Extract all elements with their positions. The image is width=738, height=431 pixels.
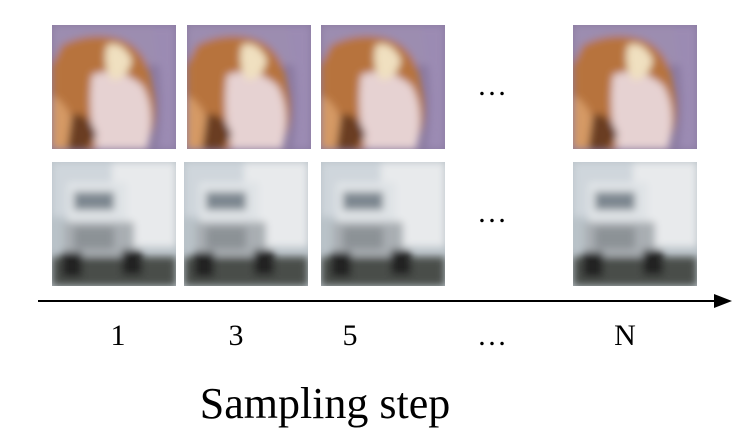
step-label: 5: [343, 319, 358, 352]
row-ellipsis: …: [477, 69, 507, 102]
image: [187, 25, 311, 149]
image: [573, 162, 697, 286]
step-label: 1: [111, 319, 126, 352]
step-label: …: [477, 319, 507, 352]
row-ellipsis: …: [477, 196, 507, 229]
image: [52, 162, 176, 286]
image-grid: [52, 25, 697, 286]
image: [573, 25, 697, 149]
image: [184, 162, 308, 286]
arrow-head: [714, 294, 732, 308]
diagram: … … 1 3 5 … N Sampling step: [0, 0, 738, 431]
image: [321, 162, 445, 286]
page: … … 1 3 5 … N Sampling step (() => { con…: [0, 0, 738, 431]
step-label: 3: [229, 319, 244, 352]
step-label: N: [614, 319, 636, 352]
image: [321, 25, 445, 149]
caption: Sampling step: [200, 379, 451, 428]
image: [52, 25, 176, 149]
